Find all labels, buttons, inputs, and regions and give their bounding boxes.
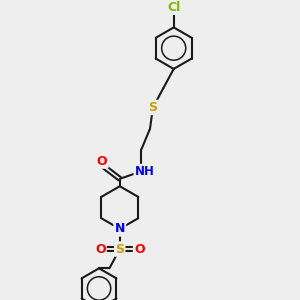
Text: O: O	[97, 154, 107, 167]
Text: Cl: Cl	[167, 1, 180, 14]
Text: S: S	[148, 101, 158, 114]
Text: N: N	[115, 222, 125, 236]
Text: NH: NH	[135, 165, 155, 178]
Text: O: O	[134, 242, 145, 256]
Text: O: O	[95, 242, 106, 256]
Text: S: S	[115, 242, 124, 256]
